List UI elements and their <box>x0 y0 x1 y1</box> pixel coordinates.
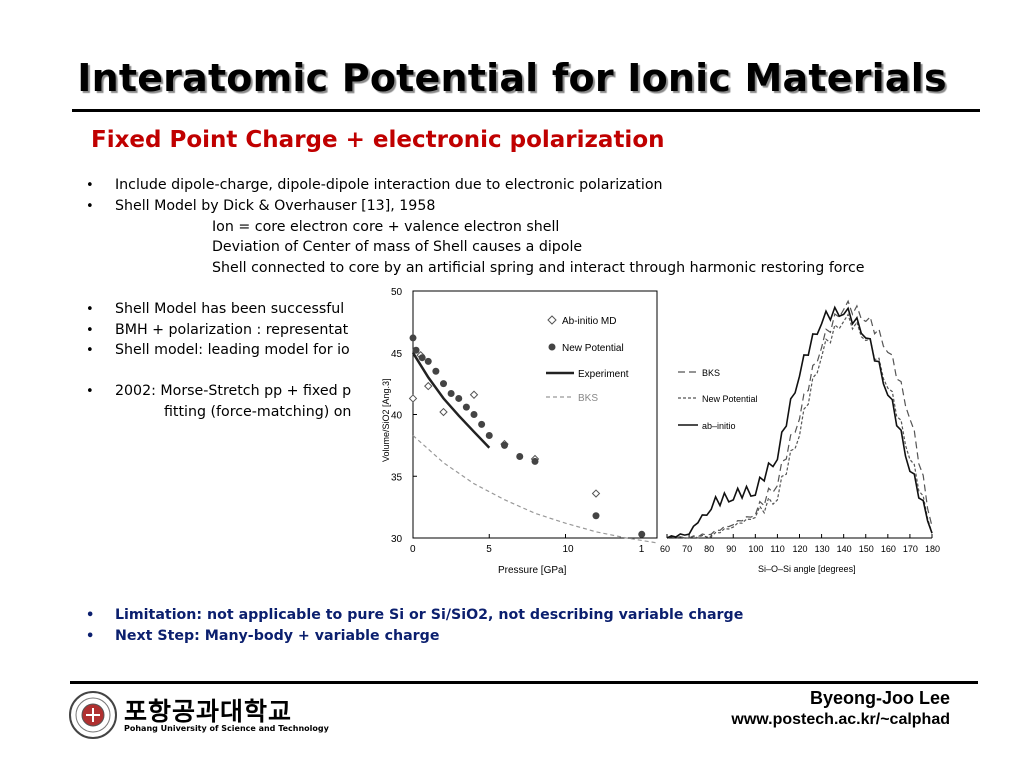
sub-bullet-text: fitting (force-matching) on <box>164 404 352 420</box>
bullet-dot: • <box>86 629 95 644</box>
x-axis-label-right: Si–O–Si angle [degrees] <box>758 564 856 574</box>
series-line-ab-initio <box>666 305 933 539</box>
legend-label: New Potential <box>702 394 758 404</box>
legend-marker-circle <box>548 343 556 351</box>
data-point-new-potential <box>592 512 600 520</box>
data-point-new-potential <box>462 403 470 411</box>
bullet-text: Shell Model has been successful <box>115 301 345 317</box>
data-point-new-potential <box>432 367 440 375</box>
bullet-text: Shell Model by Dick & Overhauser [13], 1… <box>115 198 436 214</box>
legend-right: BKS New Potential ab–initio <box>678 368 758 431</box>
data-point-ab-initio <box>469 390 479 399</box>
title-divider <box>72 109 980 112</box>
data-point-new-potential <box>440 380 447 388</box>
x-axis-label-left: Pressure [GPa] <box>498 565 567 576</box>
series-line-new-potential <box>666 313 933 539</box>
x-tick-label-right: 90 <box>726 544 736 554</box>
university-logo-english: Pohang University of Science and Technol… <box>124 724 329 733</box>
data-point-ab-initio <box>591 489 601 498</box>
data-point-new-potential <box>412 346 420 354</box>
data-point-new-potential <box>516 452 524 460</box>
footer-divider <box>70 681 978 684</box>
data-point-new-potential <box>501 441 508 449</box>
bullet-dot: • <box>86 343 94 358</box>
author-name: Byeong-Joo Lee <box>809 688 950 708</box>
x-tick-label-right: 60 <box>660 544 670 554</box>
data-point-new-potential <box>531 457 539 465</box>
university-seal-icon <box>69 691 117 739</box>
x-tick-label-left: 1 <box>639 544 645 555</box>
x-tick-label-right: 170 <box>903 544 918 554</box>
legend-label: New Potential <box>562 343 624 354</box>
legend-label: BKS <box>578 393 598 404</box>
bullet-text: Shell model: leading model for io <box>115 342 350 358</box>
data-point-new-potential <box>455 394 463 402</box>
x-tick-label-right: 130 <box>815 544 830 554</box>
y-tick-label-left: 40 <box>391 411 403 422</box>
legend-label: Ab-initio MD <box>562 316 616 327</box>
legend-label: Experiment <box>578 369 629 380</box>
data-point-new-potential <box>409 334 417 342</box>
y-tick-label-left: 35 <box>391 472 403 483</box>
data-point-new-potential <box>470 411 478 418</box>
figure-panel: Ab-initio MD New Potential Experiment BK… <box>362 280 952 582</box>
x-tick-label-right: 180 <box>925 544 940 554</box>
x-tick-label-left: 5 <box>486 544 492 555</box>
x-tick-label-left: 10 <box>563 544 575 555</box>
author-url: www.postech.ac.kr/~calphad <box>731 711 950 728</box>
bullet-dot: • <box>86 323 94 338</box>
bullet-dot: • <box>86 199 94 214</box>
y-tick-label-left: 45 <box>391 349 403 360</box>
legend-left: Ab-initio MD New Potential Experiment BK… <box>546 315 629 404</box>
bullet-dot: • <box>86 178 94 193</box>
x-tick-label-right: 140 <box>837 544 852 554</box>
bullet-text: 2002: Morse-Stretch pp + fixed p <box>115 383 352 399</box>
data-point-ab-initio <box>408 394 418 403</box>
x-tick-label-right: 160 <box>881 544 896 554</box>
series-line-bks <box>666 299 933 539</box>
x-tick-label-left: 0 <box>410 544 416 555</box>
bullet-dot: • <box>86 384 94 399</box>
data-point-new-potential <box>447 390 455 398</box>
x-tick-label-right: 120 <box>793 544 808 554</box>
data-point-ab-initio <box>439 407 448 417</box>
bullet-text: BMH + polarization : representat <box>115 322 349 338</box>
data-point-new-potential <box>485 431 493 439</box>
series-line-bks <box>412 435 658 544</box>
next-step-text: Next Step: Many-body + variable charge <box>115 628 440 644</box>
legend-label: ab–initio <box>702 421 736 431</box>
bullet-dot: • <box>86 608 95 623</box>
bullet-dot: • <box>86 302 94 317</box>
legend-label: BKS <box>702 368 720 378</box>
x-tick-label-right: 70 <box>682 544 692 554</box>
y-tick-label-left: 50 <box>391 287 403 298</box>
figure-svg: Ab-initio MD New Potential Experiment BK… <box>381 287 940 576</box>
y-tick-label-left: 30 <box>391 534 403 545</box>
data-point-ab-initio <box>424 381 433 391</box>
series-line-experiment <box>411 352 491 449</box>
slide-subtitle: Fixed Point Charge + electronic polariza… <box>91 127 665 153</box>
x-tick-label-right: 110 <box>770 544 784 554</box>
university-logo-korean: 포항공과대학교 <box>124 697 293 726</box>
data-point-new-potential <box>478 420 486 428</box>
slide-title: Interatomic Potential for Ionic Material… <box>77 56 947 100</box>
legend-marker-diamond <box>547 315 557 325</box>
data-point-new-potential <box>638 530 646 538</box>
sub-bullet-text: Shell connected to core by an artificial… <box>212 260 865 276</box>
x-tick-label-right: 80 <box>704 544 714 554</box>
x-tick-label-right: 100 <box>748 544 763 554</box>
data-point-new-potential <box>424 357 432 365</box>
limitation-text: Limitation: not applicable to pure Si or… <box>115 607 744 623</box>
sub-bullet-text: Deviation of Center of mass of Shell cau… <box>212 239 583 255</box>
plot-frame-left <box>412 290 658 539</box>
data-point-new-potential <box>418 354 426 362</box>
x-tick-label-right: 150 <box>859 544 874 554</box>
y-axis-label-left: Volume/SiO2 [Ang.3] <box>381 378 391 462</box>
bullet-text: Include dipole-charge, dipole-dipole int… <box>115 177 663 193</box>
sub-bullet-text: Ion = core electron core + valence elect… <box>212 219 560 235</box>
